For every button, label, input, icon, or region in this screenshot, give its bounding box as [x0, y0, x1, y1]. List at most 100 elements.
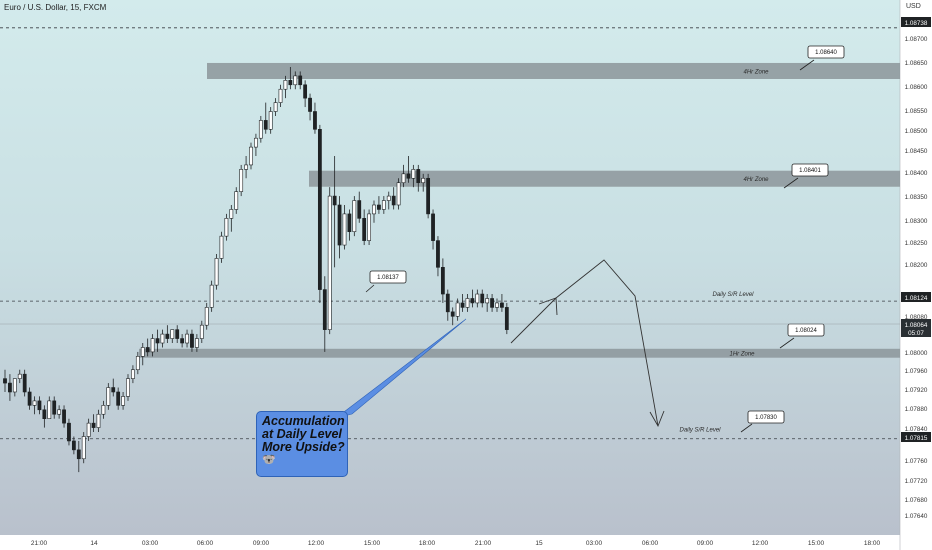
candle-body [249, 146, 253, 166]
koala-emoji-icon: 🐨 [262, 454, 276, 466]
time-axis-label: 03:00 [586, 540, 603, 547]
candle-body [135, 356, 140, 371]
candle-body [480, 293, 485, 304]
candle-body [288, 80, 293, 86]
level-label: Daily S/R Level [712, 292, 754, 298]
candle-body [52, 400, 57, 415]
candle-body [229, 209, 234, 219]
price-callout-text: 1.08401 [799, 168, 821, 174]
price-axis-label: 1.07815 [905, 435, 928, 442]
candle-body [150, 338, 155, 353]
candle-body [214, 258, 219, 286]
candle-body [465, 298, 470, 308]
candle-body [362, 218, 367, 241]
price-axis-label: 1.07840 [905, 426, 928, 433]
zone-rect [139, 348, 900, 358]
time-axis-label: 12:00 [752, 540, 769, 547]
projection-path [510, 259, 659, 427]
zone-rect [309, 170, 900, 187]
candle-body [322, 289, 327, 330]
callout-pointer [740, 423, 753, 433]
callout-pointer [779, 337, 795, 349]
callout-line-1: Accumulation [262, 414, 345, 428]
price-callout-box [369, 270, 407, 284]
time-axis-label: 12:00 [308, 540, 325, 547]
zone-label: 4Hr Zone [743, 177, 769, 183]
candle-body [283, 80, 288, 90]
candle-body [91, 422, 96, 428]
price-callout-text: 1.08137 [377, 275, 399, 281]
price-callout-box [791, 163, 829, 177]
candle-body [342, 213, 347, 246]
candle-body [131, 369, 135, 379]
candle-body [455, 302, 460, 317]
candle-body [401, 173, 406, 184]
price-axis-label: 1.08200 [905, 262, 928, 269]
candle-body [76, 449, 81, 460]
candle-body [327, 195, 332, 330]
candle-body [199, 324, 204, 339]
callout-pointer [365, 284, 375, 293]
callout-pointer-wedge [335, 318, 467, 419]
candle-body [406, 173, 411, 179]
callout-line-3: More Upside? [262, 440, 345, 454]
candle-body [8, 382, 12, 393]
price-axis-label: 1.07960 [905, 368, 928, 375]
countdown-label: 05:07 [908, 330, 924, 337]
candle-body [475, 293, 480, 304]
time-axis-label: 18:00 [419, 540, 436, 547]
candle-body [165, 333, 170, 339]
candle-body [42, 409, 47, 419]
price-axis-label: 1.08700 [905, 36, 928, 43]
candle-body [411, 169, 416, 179]
price-axis-label: 1.08250 [905, 240, 928, 247]
candle-body [12, 378, 17, 393]
time-axis-label: 15 [535, 540, 543, 547]
time-axis-label: 15:00 [808, 540, 825, 547]
price-axis-label: 1.08080 [905, 314, 928, 321]
time-axis-label: 21:00 [475, 540, 492, 547]
candle-body [263, 120, 268, 130]
zone-label: 4Hr Zone [743, 69, 769, 75]
price-axis-label: 1.07680 [905, 497, 928, 504]
price-axis-label: 1.08600 [905, 84, 928, 91]
candle-body [116, 391, 121, 406]
candle-body [317, 129, 322, 290]
candle-body [32, 400, 37, 406]
price-axis-panel [900, 0, 932, 550]
candle-body [126, 378, 130, 397]
price-callout-text: 1.08640 [815, 50, 837, 56]
candle-body [3, 378, 7, 384]
candle-body [155, 338, 160, 344]
price-axis-label: 1.07640 [905, 513, 928, 520]
price-tag-bg [901, 319, 931, 329]
candle-body [308, 97, 312, 112]
symbol-title[interactable]: Euro / U.S. Dollar, 15, FXCM [4, 3, 107, 12]
candle-body [194, 338, 199, 348]
time-axis-label: 06:00 [642, 540, 659, 547]
time-axis-label: 09:00 [253, 540, 270, 547]
candle-body [27, 391, 32, 406]
candle-body [258, 120, 263, 139]
time-axis-label: 06:00 [197, 540, 214, 547]
countdown-bg [901, 327, 931, 337]
price-axis-label: 1.08450 [905, 148, 928, 155]
candle-body [445, 293, 450, 313]
candle-body [381, 200, 386, 210]
price-tag-bg [901, 17, 931, 27]
candle-body [81, 436, 86, 460]
projection-arrowhead-down [649, 410, 665, 428]
accumulation-callout[interactable]: Accumulation at Daily Level More Upside?… [256, 411, 348, 477]
callout-line-2: at Daily Level [262, 427, 342, 441]
candle-body [67, 422, 71, 442]
candle-body [440, 267, 445, 295]
candle-body [357, 200, 362, 219]
candle-body [396, 182, 401, 206]
candle-body [17, 373, 22, 379]
currency-label: USD [906, 3, 921, 10]
candle-body [500, 302, 504, 308]
candle-body [337, 204, 342, 246]
candle-body [170, 329, 175, 339]
